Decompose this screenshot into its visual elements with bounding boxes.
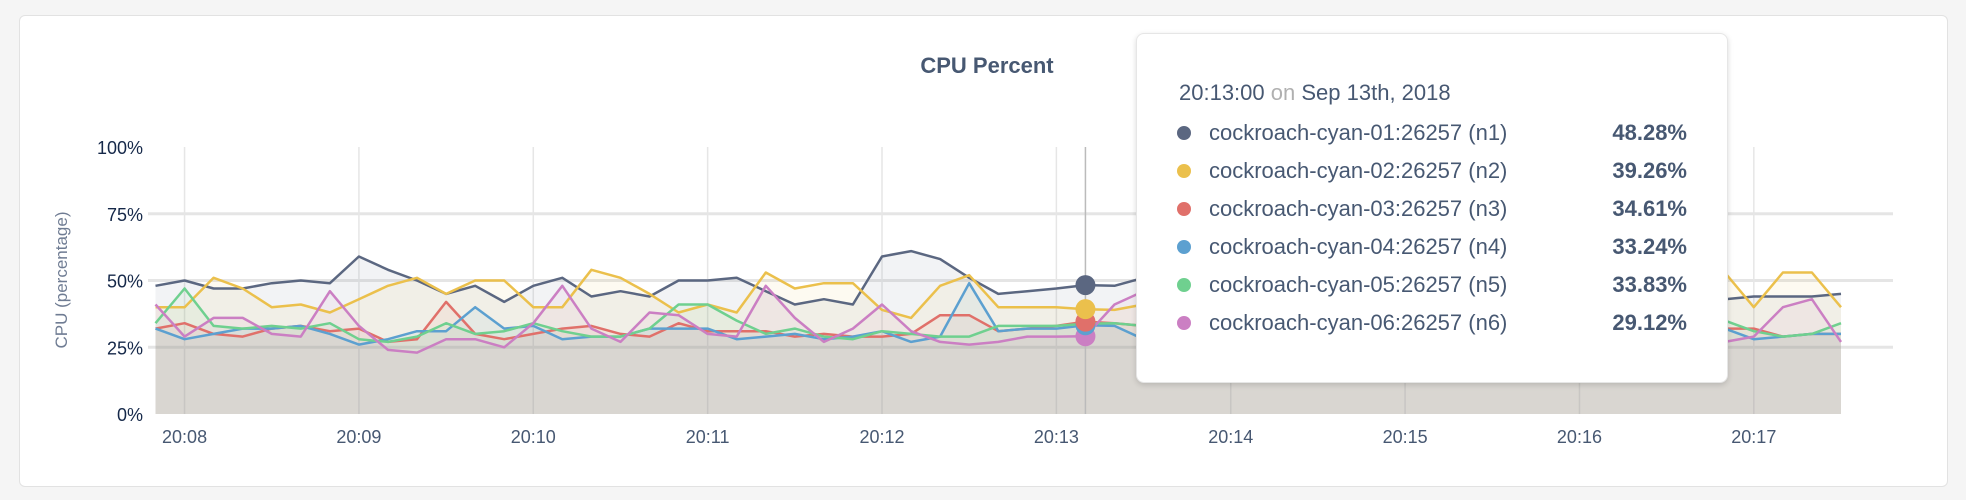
x-tick-label: 20:15 — [1383, 427, 1428, 447]
tooltip-row: cockroach-cyan-01:26257 (n1) 48.28% — [1177, 118, 1687, 148]
y-tick-label: 75% — [107, 205, 143, 225]
y-tick-label: 50% — [107, 272, 143, 292]
series-color-dot-icon — [1177, 164, 1191, 178]
x-tick-label: 20:08 — [162, 427, 207, 447]
hover-marker-n1 — [1075, 275, 1096, 296]
x-tick-label: 20:11 — [686, 427, 730, 447]
tooltip-series-name: cockroach-cyan-06:26257 (n6) — [1209, 310, 1508, 335]
tooltip-series-name: cockroach-cyan-01:26257 (n1) — [1209, 120, 1508, 145]
y-tick-label: 100% — [97, 138, 143, 158]
tooltip-series-value: 33.83% — [1612, 272, 1687, 297]
x-tick-label: 20:16 — [1557, 427, 1602, 447]
tooltip-on: on — [1270, 80, 1296, 105]
tooltip-series-name: cockroach-cyan-05:26257 (n5) — [1209, 272, 1508, 297]
x-tick-label: 20:14 — [1208, 427, 1253, 447]
series-color-dot-icon — [1177, 240, 1191, 254]
chart-title: CPU Percent — [920, 53, 1054, 78]
hover-marker-n2 — [1075, 299, 1096, 320]
series-color-dot-icon — [1177, 202, 1191, 216]
x-tick-label: 20:12 — [859, 427, 904, 447]
tooltip-row: cockroach-cyan-06:26257 (n6) 29.12% — [1177, 308, 1687, 338]
tooltip-series-value: 48.28% — [1612, 120, 1687, 145]
x-tick-label: 20:09 — [336, 427, 381, 447]
tooltip-series-name: cockroach-cyan-04:26257 (n4) — [1209, 234, 1508, 259]
tooltip-timestamp: 20:13:00 on Sep 13th, 2018 — [1179, 80, 1451, 106]
tooltip-series-value: 29.12% — [1612, 310, 1687, 335]
series-color-dot-icon — [1177, 316, 1191, 330]
tooltip-series-value: 34.61% — [1612, 196, 1687, 221]
tooltip-time: 20:13:00 — [1179, 80, 1265, 105]
hover-tooltip: 20:13:00 on Sep 13th, 2018 cockroach-cya… — [1136, 33, 1728, 383]
tooltip-row: cockroach-cyan-05:26257 (n5) 33.83% — [1177, 270, 1687, 300]
series-color-dot-icon — [1177, 126, 1191, 140]
y-axis-label: CPU (percentage) — [52, 211, 71, 348]
x-tick-label: 20:17 — [1731, 427, 1776, 447]
x-tick-label: 20:10 — [511, 427, 556, 447]
y-tick-label: 0% — [117, 405, 143, 425]
tooltip-row: cockroach-cyan-03:26257 (n3) 34.61% — [1177, 194, 1687, 224]
tooltip-row: cockroach-cyan-04:26257 (n4) 33.24% — [1177, 232, 1687, 262]
y-tick-label: 25% — [107, 338, 143, 358]
tooltip-series-value: 39.26% — [1612, 158, 1687, 183]
series-color-dot-icon — [1177, 278, 1191, 292]
tooltip-series-name: cockroach-cyan-02:26257 (n2) — [1209, 158, 1508, 183]
x-tick-label: 20:13 — [1034, 427, 1079, 447]
tooltip-date: Sep 13th, 2018 — [1301, 80, 1451, 105]
tooltip-series-name: cockroach-cyan-03:26257 (n3) — [1209, 196, 1508, 221]
tooltip-series-value: 33.24% — [1612, 234, 1687, 259]
tooltip-row: cockroach-cyan-02:26257 (n2) 39.26% — [1177, 156, 1687, 186]
